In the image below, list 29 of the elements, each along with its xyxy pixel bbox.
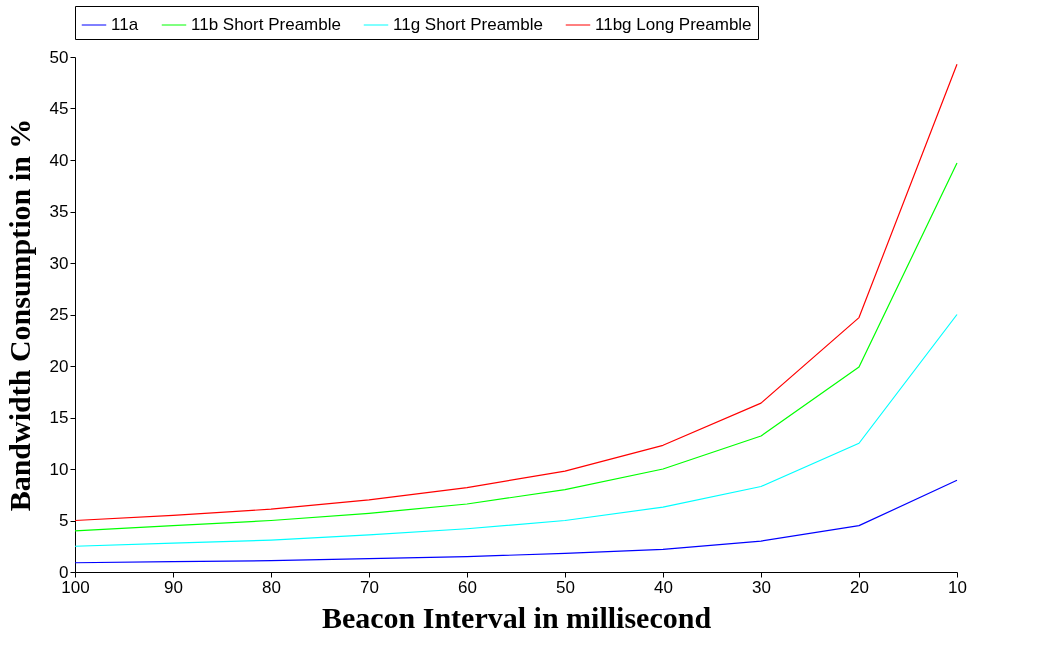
y-axis-title: Bandwidth Consumption in % bbox=[2, 118, 36, 512]
line-series bbox=[74, 63, 958, 522]
y-tick-label: 15 bbox=[49, 408, 69, 427]
legend-label: 11bg Long Preamble bbox=[595, 15, 752, 34]
y-tick-label: 40 bbox=[49, 150, 69, 170]
legend-label: 11a bbox=[111, 15, 139, 34]
y-tick-label: 30 bbox=[49, 253, 69, 273]
line-series bbox=[74, 479, 958, 564]
line-series bbox=[74, 162, 958, 532]
y-tick-label: 5 bbox=[59, 511, 69, 530]
x-tick-label: 70 bbox=[360, 577, 379, 597]
x-tick-label: 20 bbox=[850, 577, 869, 597]
x-tick-label: 40 bbox=[654, 577, 673, 597]
x-tick-label: 50 bbox=[556, 577, 575, 597]
x-tick-label: 90 bbox=[164, 577, 183, 597]
x-tick-label: 80 bbox=[262, 577, 281, 597]
x-tick-label: 60 bbox=[458, 577, 477, 597]
y-tick-label: 50 bbox=[49, 47, 69, 67]
y-tick-label: 25 bbox=[49, 305, 69, 324]
y-tick-label: 45 bbox=[49, 99, 69, 118]
legend-label: 11b Short Preamble bbox=[191, 15, 341, 34]
y-tick-label: 10 bbox=[49, 459, 69, 479]
x-tick-label: 10 bbox=[948, 577, 967, 597]
x-tick-label: 30 bbox=[752, 577, 771, 597]
x-axis-title: Beacon Interval in millisecond bbox=[321, 600, 712, 634]
line-series bbox=[74, 313, 958, 547]
legend-label: 11g Short Preamble bbox=[393, 15, 543, 34]
y-tick-label: 35 bbox=[49, 202, 69, 221]
y-tick-label: 20 bbox=[49, 356, 69, 376]
